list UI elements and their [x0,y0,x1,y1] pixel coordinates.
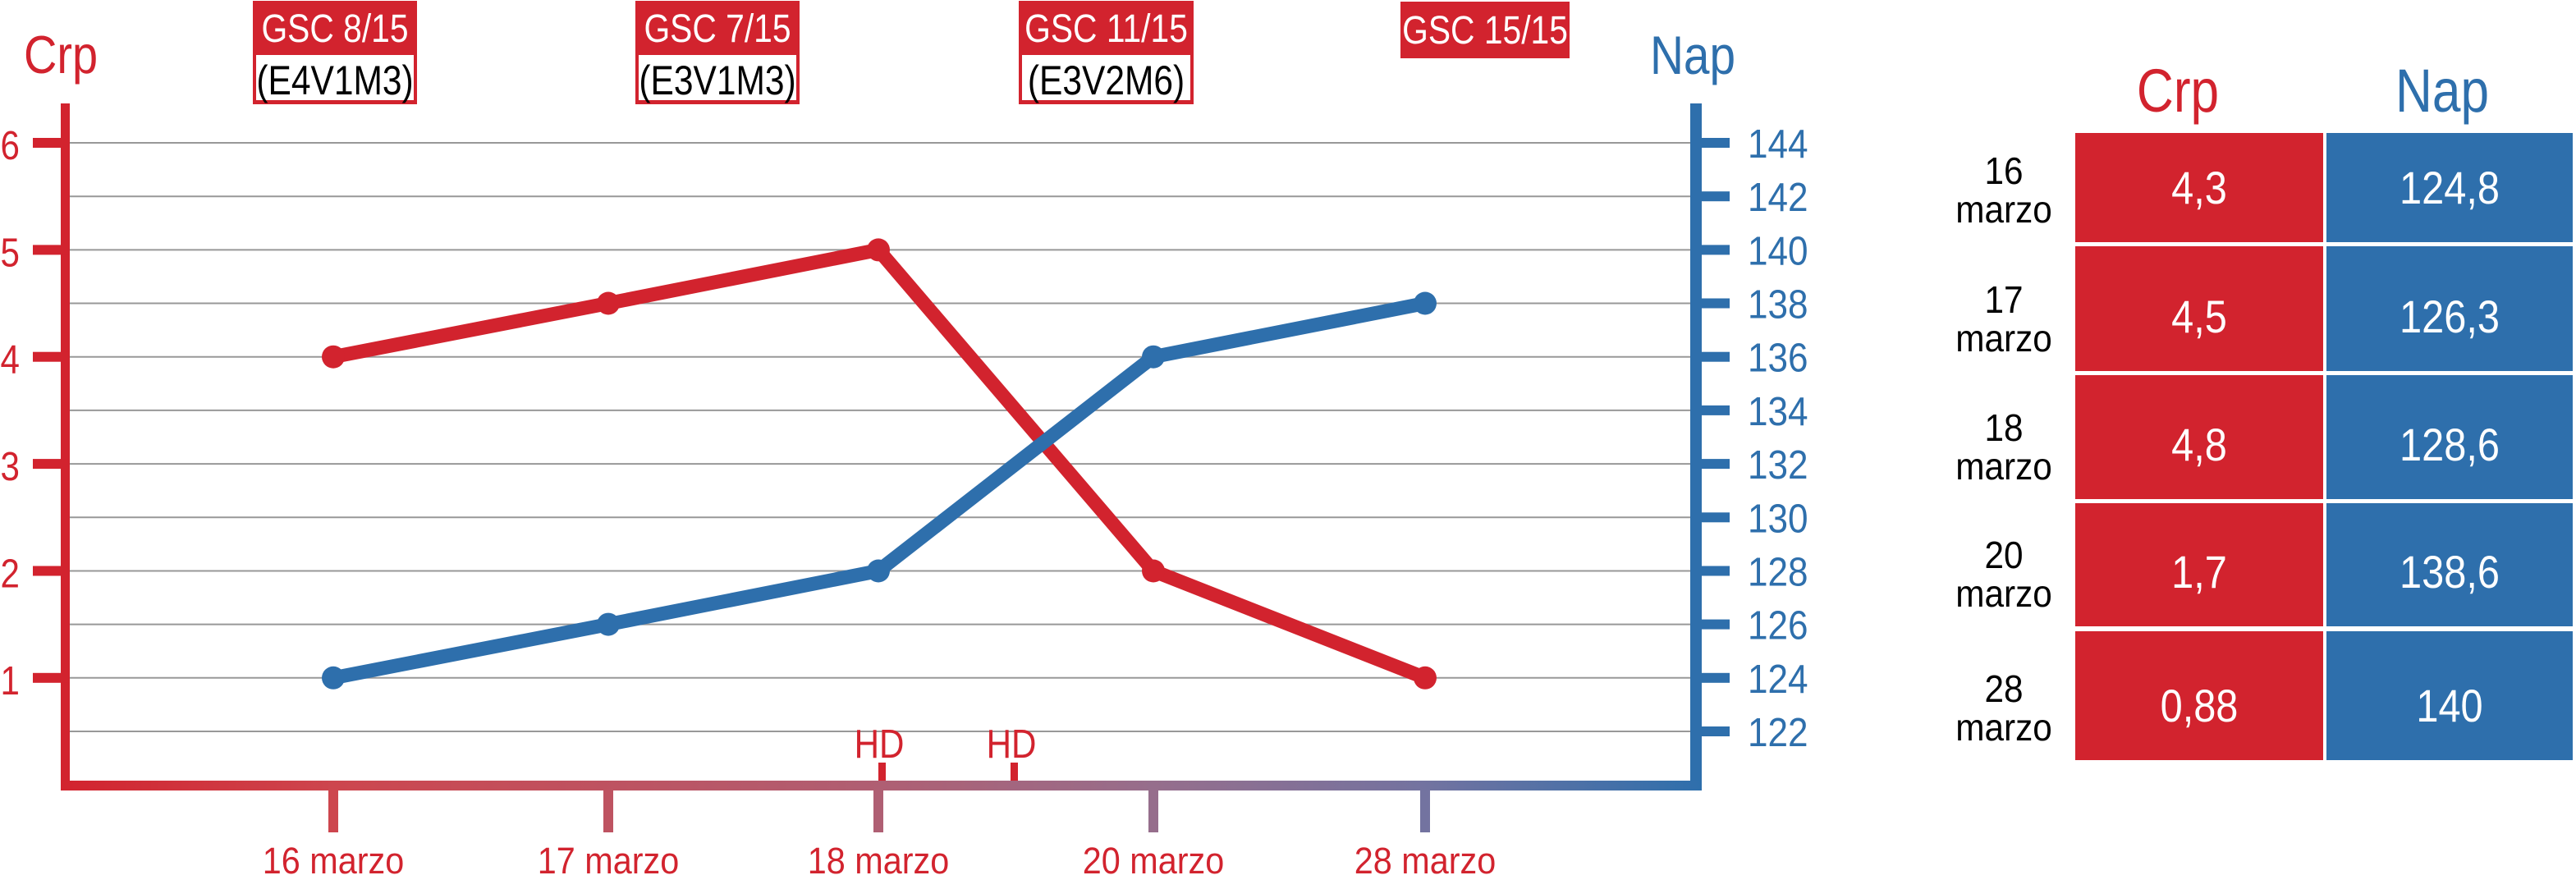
svg-text:16 marzo: 16 marzo [263,841,405,882]
svg-text:2: 2 [1,552,20,597]
svg-text:Nap: Nap [2395,57,2489,125]
svg-text:(E3V1M3): (E3V1M3) [639,57,795,103]
svg-text:GSC 7/15: GSC 7/15 [644,7,791,51]
svg-text:20: 20 [1984,534,2023,576]
svg-text:marzo: marzo [1955,318,2052,360]
svg-text:17: 17 [1984,279,2023,321]
svg-text:(E4V1M3): (E4V1M3) [256,57,413,103]
svg-text:GSC 11/15: GSC 11/15 [1024,7,1188,51]
svg-text:20 marzo: 20 marzo [1083,841,1225,882]
svg-text:4,5: 4,5 [2171,291,2227,343]
svg-text:18: 18 [1984,407,2023,449]
svg-text:4: 4 [1,337,20,383]
svg-text:142: 142 [1748,175,1808,220]
svg-text:marzo: marzo [1955,446,2052,488]
svg-text:GSC 15/15: GSC 15/15 [1402,9,1568,53]
svg-text:GSC 8/15: GSC 8/15 [261,7,408,51]
svg-text:(E3V2M6): (E3V2M6) [1028,57,1185,103]
svg-text:28 marzo: 28 marzo [1354,841,1497,882]
svg-text:16: 16 [1984,150,2023,192]
svg-text:marzo: marzo [1955,189,2052,231]
svg-text:marzo: marzo [1955,707,2052,749]
svg-text:4,3: 4,3 [2171,163,2227,214]
svg-text:1,7: 1,7 [2171,547,2227,598]
svg-text:140: 140 [1748,228,1808,273]
svg-text:138: 138 [1748,282,1808,327]
svg-text:136: 136 [1748,336,1808,381]
svg-text:3: 3 [1,444,20,489]
svg-text:140: 140 [2416,680,2482,732]
svg-text:144: 144 [1748,121,1808,167]
svg-text:124: 124 [1748,657,1808,702]
svg-text:134: 134 [1748,389,1808,434]
svg-text:1: 1 [1,658,20,703]
svg-text:28: 28 [1984,668,2023,710]
svg-text:126,3: 126,3 [2400,291,2500,343]
svg-text:17 marzo: 17 marzo [538,841,680,882]
svg-text:132: 132 [1748,442,1808,488]
svg-text:0,88: 0,88 [2161,680,2239,732]
svg-text:Nap: Nap [1650,25,1735,86]
svg-text:138,6: 138,6 [2400,547,2500,598]
svg-text:18 marzo: 18 marzo [808,841,950,882]
svg-text:HD: HD [855,722,905,767]
svg-text:5: 5 [1,230,20,275]
svg-text:128,6: 128,6 [2400,419,2500,471]
svg-text:Crp: Crp [24,25,98,85]
svg-text:6: 6 [1,123,20,168]
svg-text:130: 130 [1748,496,1808,541]
svg-text:126: 126 [1748,603,1808,648]
svg-text:122: 122 [1748,710,1808,755]
svg-text:HD: HD [987,722,1037,767]
svg-text:124,8: 124,8 [2400,163,2500,214]
svg-text:4,8: 4,8 [2171,419,2227,471]
svg-text:marzo: marzo [1955,573,2052,615]
svg-text:128: 128 [1748,549,1808,594]
svg-text:Crp: Crp [2137,57,2219,125]
